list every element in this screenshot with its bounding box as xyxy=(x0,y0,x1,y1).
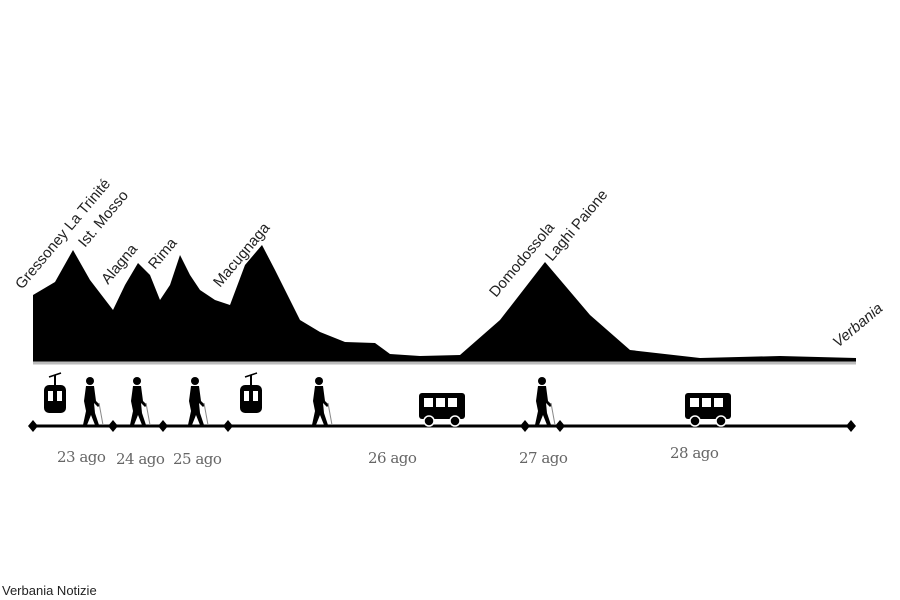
diamond-marker xyxy=(555,420,565,432)
diamond-marker xyxy=(108,420,118,432)
hiker-icon xyxy=(129,376,151,426)
bus-icon xyxy=(418,392,466,427)
hiker-icon xyxy=(534,376,556,426)
diamond-marker xyxy=(158,420,168,432)
place-label: Laghi Paione xyxy=(542,187,611,265)
date-label: 23 ago xyxy=(57,448,106,466)
date-label: 27 ago xyxy=(519,449,568,467)
hiker-icon xyxy=(311,376,333,426)
credit: Verbania Notizie xyxy=(2,583,97,598)
cablecar-icon xyxy=(239,372,263,414)
hiker-icon xyxy=(187,376,209,426)
diamond-marker xyxy=(28,420,38,432)
cablecar-icon xyxy=(43,372,67,414)
diamond-marker xyxy=(520,420,530,432)
hiker-icon xyxy=(82,376,104,426)
day-markers xyxy=(28,420,856,432)
date-label: 24 ago xyxy=(116,450,165,468)
date-label: 28 ago xyxy=(670,444,719,462)
date-label: 25 ago xyxy=(173,450,222,468)
diamond-marker xyxy=(223,420,233,432)
bus-icon xyxy=(684,392,732,427)
place-label: Rima xyxy=(145,234,181,272)
elevation-profile xyxy=(33,245,856,362)
place-label: Verbania xyxy=(830,300,887,351)
date-label: 26 ago xyxy=(368,449,417,467)
diamond-marker xyxy=(846,420,856,432)
